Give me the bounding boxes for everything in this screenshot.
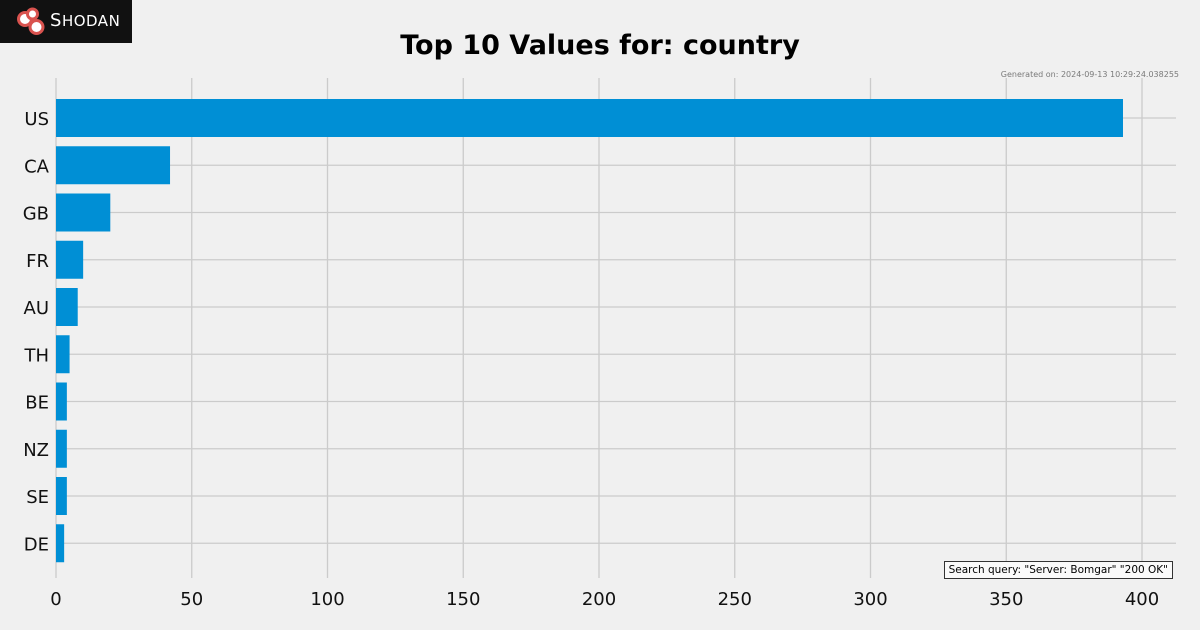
generated-timestamp: Generated on: 2024-09-13 10:29:24.038255 <box>1001 70 1179 79</box>
shodan-logo-text: SHODAN <box>50 10 121 31</box>
x-tick-label: 300 <box>853 589 887 610</box>
chart-bars <box>56 99 1123 563</box>
x-tick-label: 400 <box>1125 589 1159 610</box>
chart-grid <box>55 78 1176 578</box>
x-tick-label: 150 <box>446 589 480 610</box>
bar-se <box>56 477 67 515</box>
y-tick-label: NZ <box>23 440 49 461</box>
search-query-label: Search query: "Server: Bomgar" "200 OK" <box>948 564 1168 576</box>
x-tick-label: 50 <box>180 589 203 610</box>
x-axis-tick-labels: 0 50 100 150 200 250 300 350 400 <box>50 589 1159 610</box>
y-tick-label: SE <box>26 487 49 508</box>
x-tick-label: 200 <box>582 589 616 610</box>
bar-gb <box>56 193 111 232</box>
chart-title: Top 10 Values for: country <box>400 30 800 61</box>
y-tick-label: AU <box>24 298 50 319</box>
bar-us <box>56 99 1123 137</box>
y-tick-label: CA <box>24 156 50 177</box>
y-axis-tick-labels: US CA GB FR AU TH BE NZ SE DE <box>23 109 50 555</box>
bar-ca <box>56 146 171 185</box>
shodan-logo-icon <box>17 7 45 35</box>
y-tick-label: TH <box>23 345 49 366</box>
bar-nz <box>56 429 67 468</box>
x-tick-label: 250 <box>718 589 752 610</box>
search-query-box: Search query: "Server: Bomgar" "200 OK" <box>943 561 1173 579</box>
y-tick-label: FR <box>26 251 49 272</box>
bar-de <box>56 524 65 563</box>
y-tick-label: DE <box>24 534 49 555</box>
bar-au <box>56 288 78 326</box>
bar-fr <box>56 240 84 279</box>
shodan-logo[interactable]: SHODAN <box>0 0 132 43</box>
y-tick-label: US <box>24 109 49 130</box>
x-tick-label: 100 <box>310 589 344 610</box>
y-tick-label: BE <box>25 393 49 414</box>
x-tick-label: 350 <box>989 589 1023 610</box>
bar-th <box>56 335 70 374</box>
bar-be <box>56 382 67 421</box>
y-tick-label: GB <box>23 204 49 225</box>
x-tick-label: 0 <box>50 589 61 610</box>
